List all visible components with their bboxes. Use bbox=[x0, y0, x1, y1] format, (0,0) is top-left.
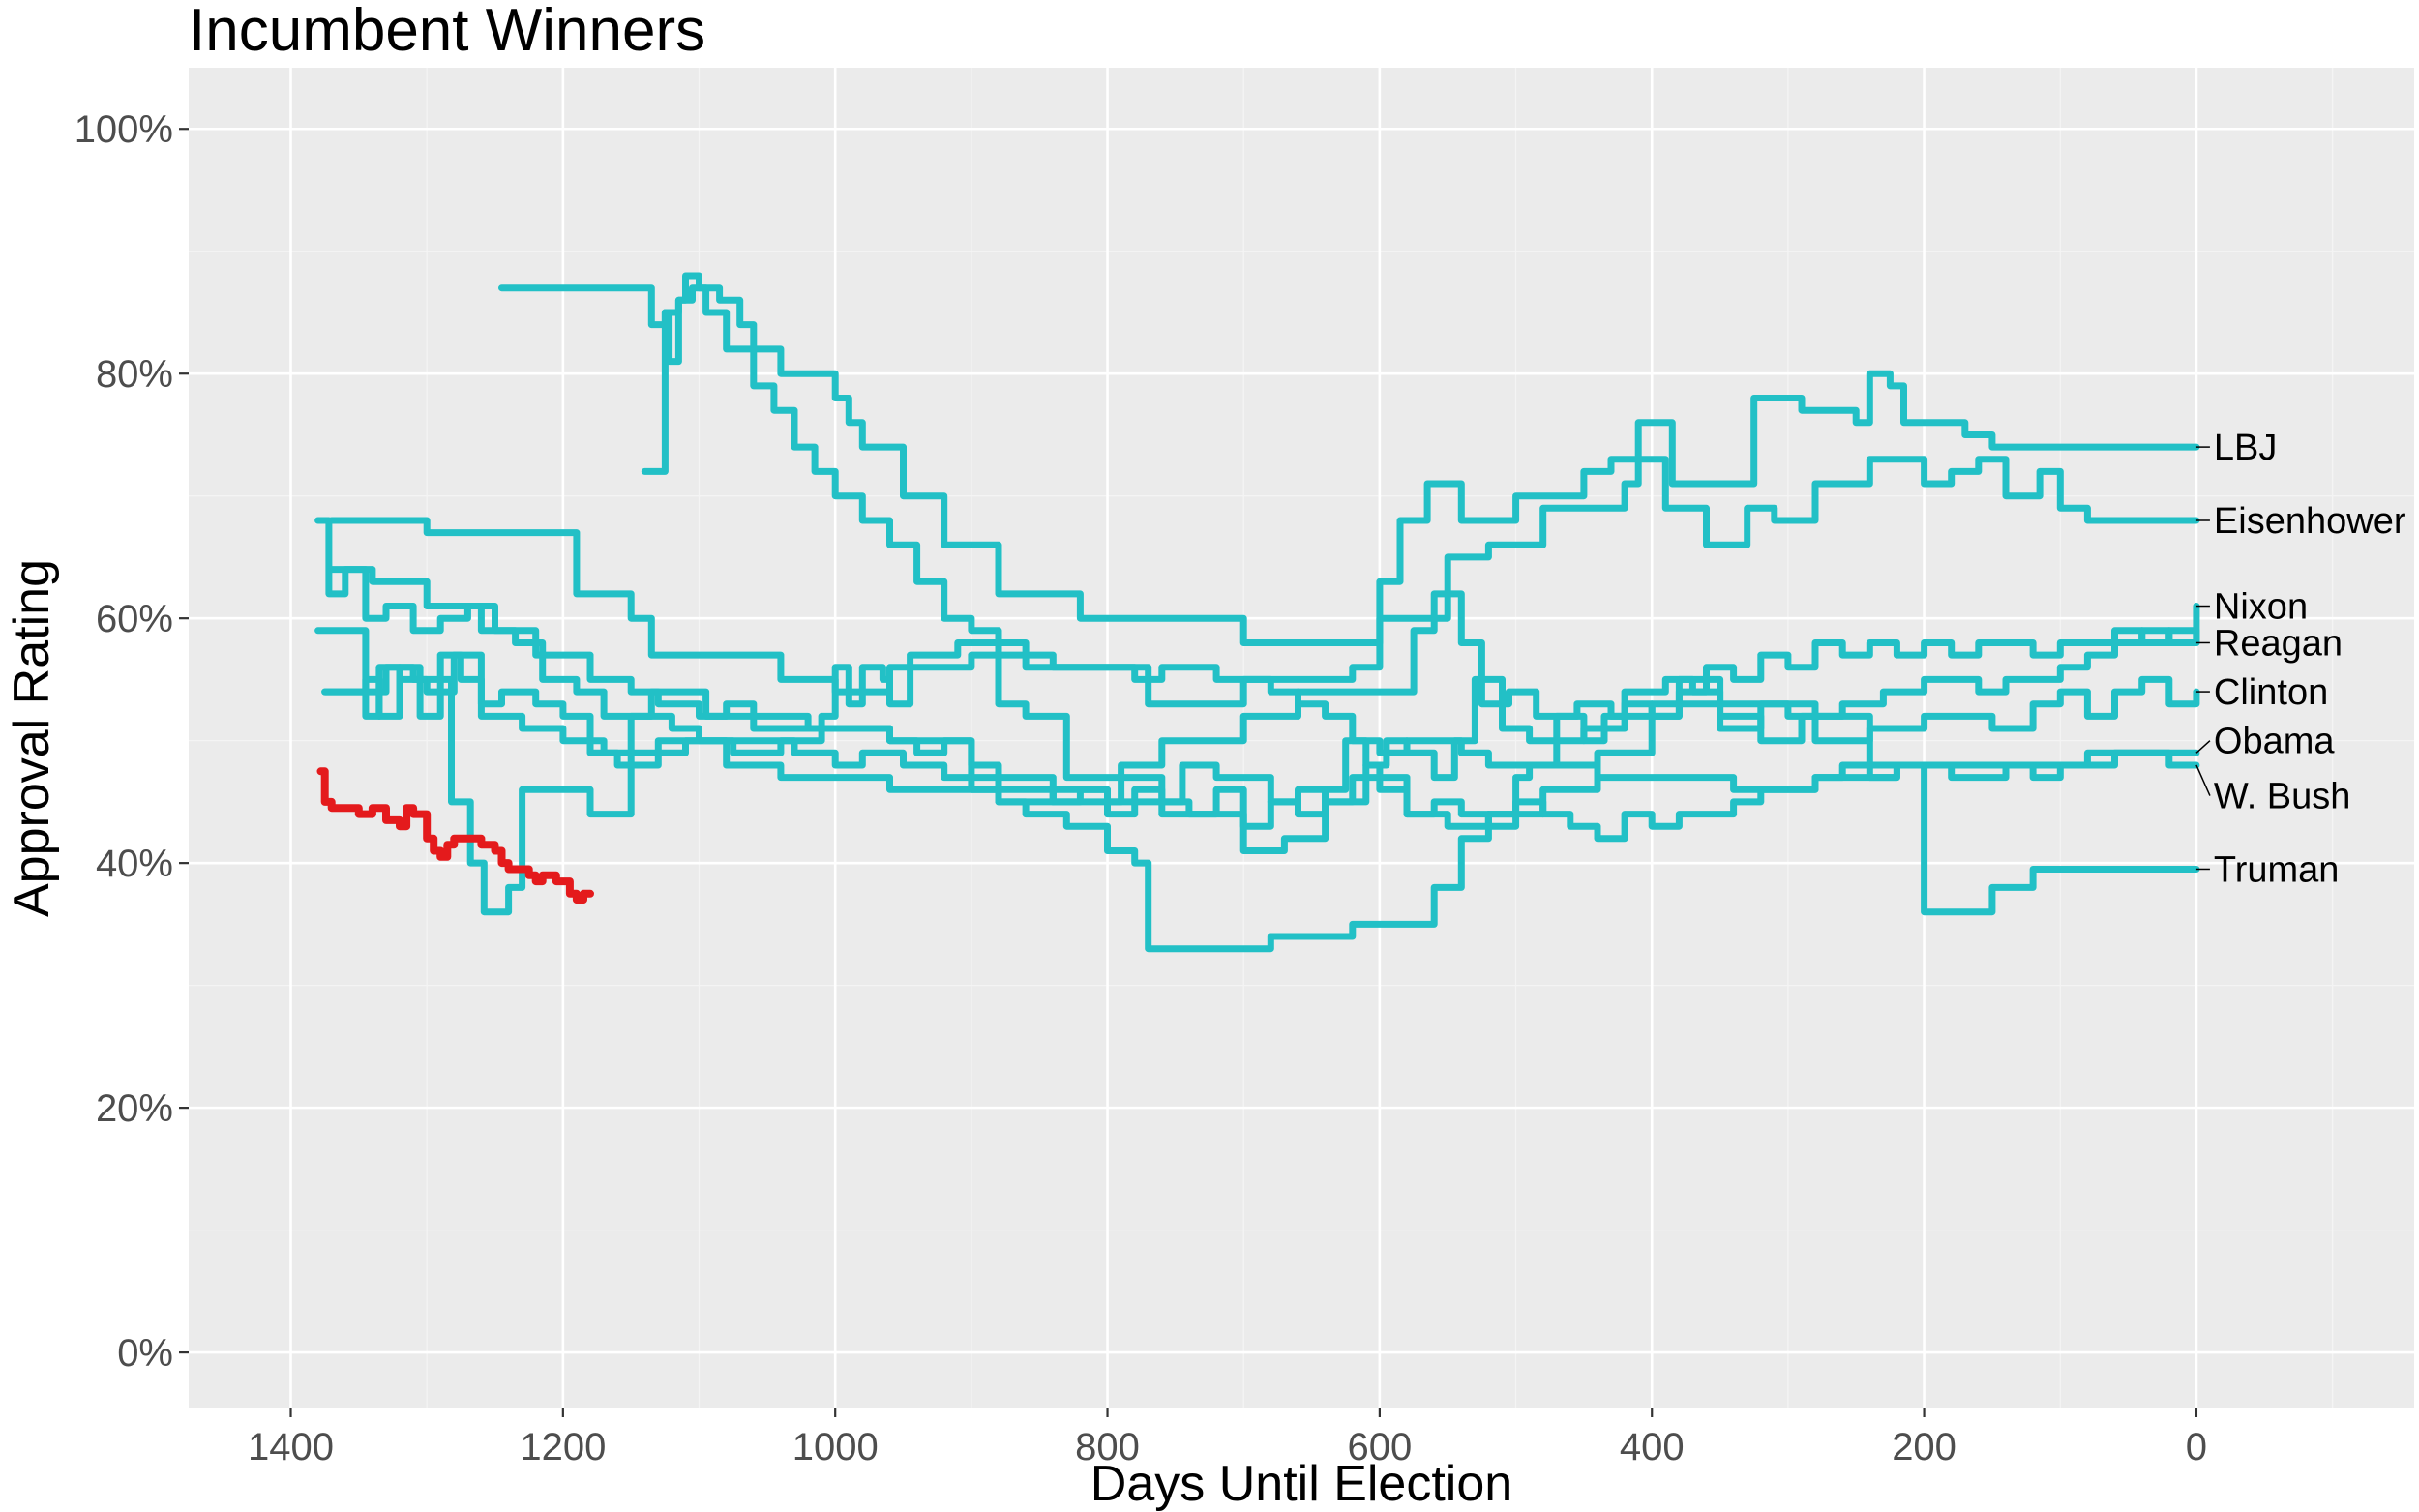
x-axis: 1400 1200 1000 800 600 400 200 0 bbox=[248, 1408, 2207, 1468]
y-tick-label: 80% bbox=[96, 353, 173, 396]
y-tick-label: 100% bbox=[75, 108, 173, 151]
y-axis: 0% 20% 40% 60% 80% 100% bbox=[75, 108, 189, 1375]
series-line-eisenhower bbox=[328, 456, 2200, 708]
chart-title: Incumbent Winners bbox=[189, 0, 705, 64]
label-connector-obama bbox=[2195, 740, 2211, 754]
label-connector-w-bush bbox=[2195, 764, 2211, 796]
series-label-truman: Truman bbox=[2214, 849, 2340, 890]
series-lines bbox=[314, 272, 2200, 953]
series-line-w-bush bbox=[641, 284, 2200, 793]
series-label-clinton: Clinton bbox=[2214, 672, 2328, 713]
series-label-w-bush: W. Bush bbox=[2214, 777, 2351, 817]
x-tick-label: 200 bbox=[1892, 1426, 1956, 1468]
plot-panel bbox=[189, 68, 2414, 1408]
series-label-nixon: Nixon bbox=[2214, 587, 2308, 628]
x-tick-label: 1200 bbox=[520, 1426, 606, 1468]
series-label-obama: Obama bbox=[2214, 722, 2335, 762]
series-line-lbj bbox=[498, 272, 2200, 646]
series-label-reagan: Reagan bbox=[2214, 623, 2343, 664]
x-axis-title: Days Until Election bbox=[1090, 1456, 1512, 1512]
x-tick-label: 600 bbox=[1348, 1426, 1413, 1468]
series-line-current-president bbox=[316, 767, 594, 904]
x-tick-label: 800 bbox=[1075, 1426, 1140, 1468]
y-axis-title: Approval Rating bbox=[4, 559, 60, 917]
series-label-lbj: LBJ bbox=[2214, 428, 2277, 468]
y-tick-label: 60% bbox=[96, 598, 173, 640]
x-tick-label: 1000 bbox=[792, 1426, 879, 1468]
series-line-truman bbox=[328, 566, 2200, 953]
x-tick-label: 0 bbox=[2186, 1426, 2207, 1468]
y-tick-label: 0% bbox=[117, 1332, 173, 1375]
x-tick-label: 1400 bbox=[248, 1426, 334, 1468]
series-label-eisenhower: Eisenhower bbox=[2214, 501, 2406, 542]
y-tick-label: 40% bbox=[96, 843, 173, 885]
y-tick-label: 20% bbox=[96, 1087, 173, 1130]
series-line-nixon bbox=[314, 590, 2200, 916]
x-tick-label: 400 bbox=[1620, 1426, 1685, 1468]
